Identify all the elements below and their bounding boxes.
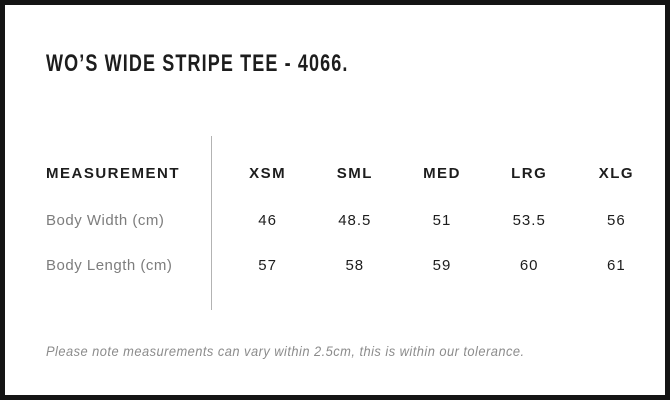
body-width-lrg: 53.5 — [512, 212, 546, 229]
tolerance-note: Please note measurements can vary within… — [46, 343, 525, 359]
body-width-sml: 48.5 — [338, 212, 372, 229]
row-label-body-width: Body Width (cm) — [46, 212, 165, 229]
body-length-xlg: 61 — [607, 257, 626, 274]
body-width-xsm: 46 — [258, 212, 277, 229]
body-length-xsm: 57 — [258, 257, 277, 274]
body-width-med: 51 — [432, 212, 452, 229]
body-width-xlg: 56 — [607, 212, 626, 229]
col-header-measurement: MEASUREMENT — [46, 165, 181, 182]
table-row-body-length: Body Length (cm) 57 58 59 60 61 — [46, 257, 660, 275]
col-header-sml: SML — [336, 165, 373, 182]
col-header-lrg: LRG — [511, 165, 548, 182]
row-label-body-length: Body Length (cm) — [46, 257, 173, 274]
size-table-header-row: MEASUREMENT XSM SML MED LRG XLG — [46, 165, 660, 183]
body-length-sml: 58 — [345, 257, 365, 274]
col-header-xsm: XSM — [249, 165, 287, 182]
body-length-lrg: 60 — [519, 257, 539, 274]
col-header-med: MED — [423, 165, 461, 182]
table-row-body-width: Body Width (cm) 46 48.5 51 53.5 56 — [46, 212, 660, 230]
product-title: WO’S WIDE STRIPE TEE - 4066. — [46, 50, 349, 77]
body-length-med: 59 — [432, 257, 452, 274]
table-column-divider — [211, 136, 212, 310]
col-header-xlg: XLG — [598, 165, 635, 182]
